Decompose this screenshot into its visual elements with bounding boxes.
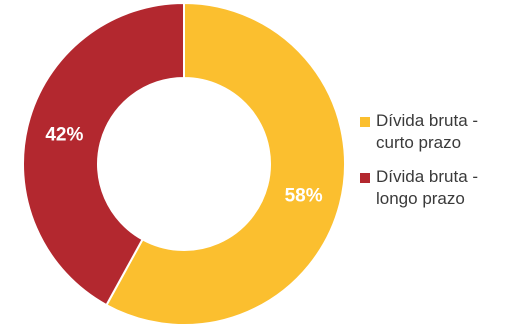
legend-swatch-short-term: [360, 117, 370, 127]
legend-swatch-long-term: [360, 173, 370, 183]
data-label-long-term: 42%: [45, 124, 83, 145]
legend-label-long-term: Dívida bruta - longo prazo: [376, 166, 520, 210]
legend-item-long-term: Dívida bruta - longo prazo: [360, 166, 520, 210]
data-label-short-term: 58%: [285, 186, 323, 207]
legend-label-short-term: Dívida bruta - curto prazo: [376, 110, 520, 154]
legend: Dívida bruta - curto prazo Dívida bruta …: [360, 110, 520, 222]
legend-item-short-term: Dívida bruta - curto prazo: [360, 110, 520, 154]
